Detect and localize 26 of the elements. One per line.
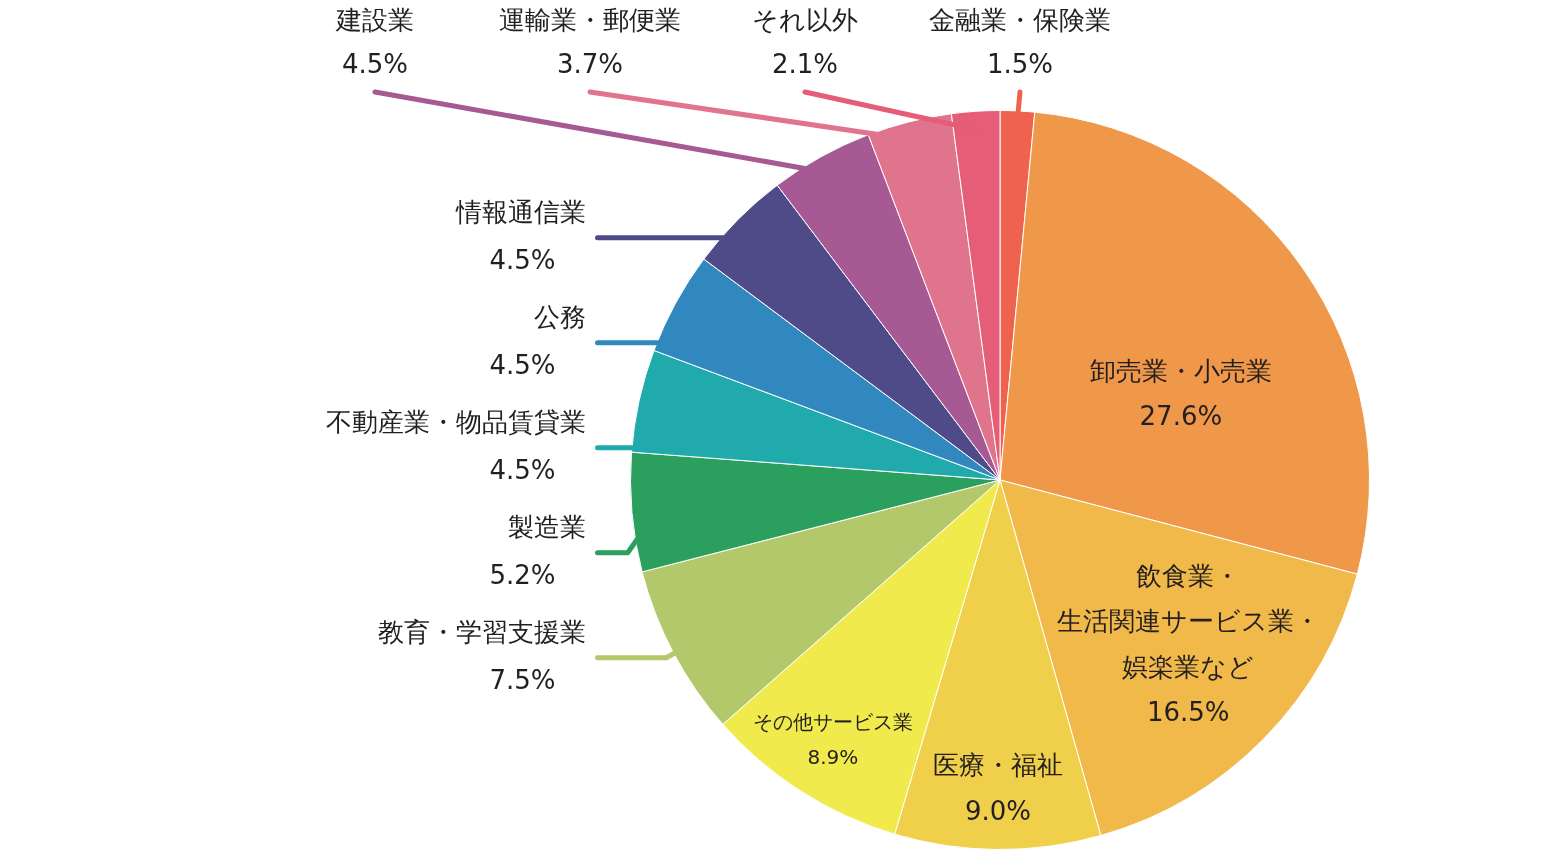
slice-label: 製造業 (507, 511, 586, 542)
data-label: 27.6% (1139, 401, 1223, 432)
slice-label: 不動産業・物品賃貸業 (325, 406, 586, 437)
slice-label: 金融業・保険業 (929, 4, 1111, 35)
data-label: 4.5% (489, 244, 556, 275)
slice-label: 公務 (533, 301, 586, 332)
slice-label: 卸売業・小売業 (1089, 355, 1272, 386)
data-label: 1.5% (986, 48, 1054, 79)
slice-label: 建設業 (335, 4, 414, 35)
slice-label: 教育・学習支援業 (377, 616, 586, 647)
data-label: 8.9% (807, 745, 859, 770)
data-label: 9.0% (965, 795, 1032, 826)
data-label: 5.2% (489, 559, 556, 590)
data-label: 4.5% (489, 349, 556, 380)
slice-label: 飲食業・生活関連サービス業・娯楽業など (1056, 560, 1320, 682)
slice-label: その他サービス業 (752, 710, 913, 735)
slice-label: 運輸業・郵便業 (499, 4, 681, 35)
data-label: 16.5% (1146, 697, 1230, 728)
slice-label: それ以外 (752, 4, 858, 35)
data-label: 2.1% (771, 48, 839, 79)
data-label: 7.5% (489, 664, 556, 695)
data-label: 4.5% (341, 48, 409, 79)
slice-label: 情報通信業 (454, 196, 586, 227)
data-label: 4.5% (489, 454, 556, 485)
data-label: 3.7% (556, 48, 624, 79)
slice-label: 医療・福祉 (933, 750, 1064, 781)
